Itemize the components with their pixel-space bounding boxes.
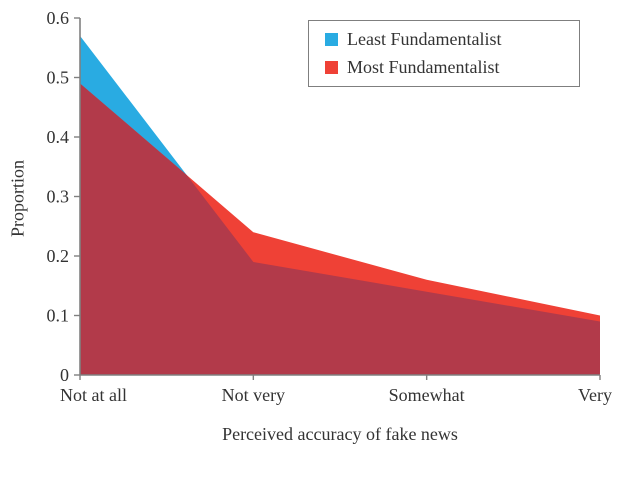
y-tick-label: 0.2: [47, 246, 70, 266]
legend-swatch-red: [325, 61, 338, 74]
y-tick-label: 0: [60, 365, 69, 385]
legend-item-most-fundamentalist: Most Fundamentalist: [325, 57, 569, 78]
x-tick-label: Not at all: [60, 385, 127, 405]
x-axis-title: Perceived accuracy of fake news: [222, 424, 458, 444]
y-tick-label: 0.6: [47, 8, 70, 28]
x-tick-label: Not very: [222, 385, 285, 405]
legend-label: Most Fundamentalist: [347, 57, 500, 77]
legend-label: Least Fundamentalist: [347, 29, 502, 49]
x-tick-label: Somewhat: [389, 385, 465, 405]
legend-item-least-fundamentalist: Least Fundamentalist: [325, 29, 569, 50]
y-tick-label: 0.3: [47, 187, 70, 207]
x-tick-label: Very: [578, 385, 612, 405]
chart-legend: Least Fundamentalist Most Fundamentalist: [308, 20, 580, 87]
y-axis-title: Proportion: [7, 160, 28, 238]
area-series-overlap: [80, 83, 600, 375]
y-tick-label: 0.1: [47, 306, 70, 326]
y-tick-label: 0.4: [47, 127, 70, 147]
y-tick-label: 0.5: [47, 68, 70, 88]
legend-swatch-blue: [325, 33, 338, 46]
